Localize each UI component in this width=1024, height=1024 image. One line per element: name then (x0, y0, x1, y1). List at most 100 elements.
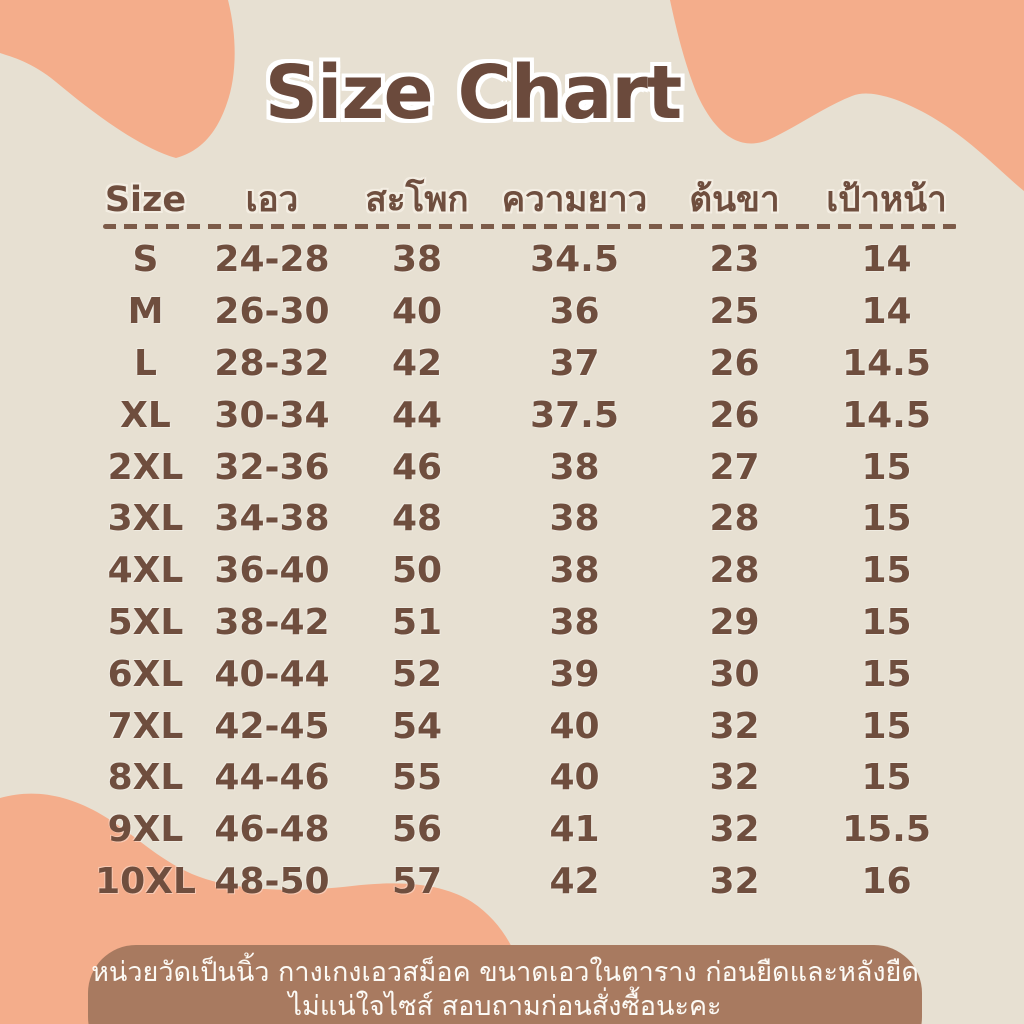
table-cell: M (127, 291, 164, 333)
table-cell: 15 (861, 757, 912, 799)
table-cell: 3XL (107, 498, 184, 540)
table-cell: 28 (709, 498, 760, 540)
table-cell: 42-45 (214, 705, 330, 747)
table-cell: 48 (391, 498, 443, 540)
table-cell: 38-42 (214, 601, 330, 643)
table-row: 6XL 40-44 52 39 30 15 (88, 648, 960, 700)
table-cell: 41 (549, 809, 600, 851)
table-cell: 38 (549, 446, 600, 488)
table-cell: 15 (861, 705, 912, 747)
column-header: ความยาว (501, 180, 648, 220)
table-cell: 40 (549, 705, 600, 747)
table-cell: 15 (861, 446, 912, 488)
table-cell: 51 (391, 601, 443, 643)
table-row: M 26-30 40 36 25 14 (88, 286, 960, 338)
table-cell: 30 (709, 653, 760, 695)
table-cell: 46 (391, 446, 443, 488)
blob-top-right-shape (670, 0, 1024, 191)
column-header: เป้าหน้า (826, 180, 947, 220)
table-cell: 46-48 (214, 809, 330, 851)
table-row: XL 30-34 44 37.5 26 14.5 (88, 389, 960, 441)
column-header: ต้นขา (689, 180, 780, 220)
table-cell: 14.5 (842, 342, 931, 384)
table-cell: 6XL (107, 653, 184, 695)
table-cell: 42 (549, 860, 600, 902)
table-cell: 36-40 (214, 550, 330, 592)
table-cell: 26 (709, 342, 760, 384)
table-cell: 37.5 (530, 394, 619, 436)
table-cell: 25 (709, 291, 760, 333)
table-cell: 32 (709, 757, 760, 799)
table-row: 7XL 42-45 54 40 32 15 (88, 700, 960, 752)
footer-note-line2: ไม่แน่ใจไซส์ สอบถามก่อนสั่งซื้อนะคะ (288, 991, 722, 1022)
column-header: สะโพก (365, 180, 469, 220)
table-cell: 57 (391, 860, 443, 902)
table-cell: 28 (709, 550, 760, 592)
table-cell: 15 (861, 498, 912, 540)
table-cell: 50 (391, 550, 443, 592)
table-cell: 38 (549, 498, 600, 540)
footer-note-line1: หน่วยวัดเป็นนิ้ว กางเกงเอวสม็อค ขนาดเอวใ… (91, 957, 919, 988)
column-header: Size (104, 179, 187, 220)
table-cell: 7XL (107, 705, 184, 747)
table-cell: 40 (549, 757, 600, 799)
table-cell: 15 (861, 601, 912, 643)
page-title: Size Chart (264, 50, 682, 136)
table-row: S 24-28 38 34.5 23 14 (88, 234, 960, 286)
table-row: 2XL 32-36 46 38 27 15 (88, 441, 960, 493)
footer-note: หน่วยวัดเป็นนิ้ว กางเกงเอวสม็อค ขนาดเอวใ… (88, 945, 922, 1024)
table-cell: 10XL (95, 860, 196, 902)
table-cell: 8XL (107, 757, 184, 799)
table-cell: 26 (709, 394, 760, 436)
table-row: L 28-32 42 37 26 14.5 (88, 338, 960, 390)
table-cell: 15.5 (842, 809, 931, 851)
table-cell: 52 (391, 653, 443, 695)
table-cell: 34-38 (214, 498, 330, 540)
table-row: 3XL 34-38 48 38 28 15 (88, 493, 960, 545)
table-cell: 54 (391, 705, 443, 747)
table-cell: 14.5 (842, 394, 931, 436)
table-cell: 39 (549, 653, 600, 695)
table-cell: 14 (861, 291, 912, 333)
table-cell: 29 (709, 601, 760, 643)
table-cell: 32-36 (214, 446, 330, 488)
table-cell: XL (120, 394, 171, 436)
table-cell: 42 (391, 342, 443, 384)
table-cell: L (134, 342, 157, 384)
table-row: 10XL 48-50 57 42 32 16 (88, 856, 960, 908)
table-cell: 55 (391, 757, 443, 799)
table-cell: 40-44 (214, 653, 330, 695)
table-cell: 16 (861, 860, 912, 902)
table-cell: 56 (391, 809, 443, 851)
table-cell: 4XL (107, 550, 184, 592)
table-cell: 2XL (107, 446, 184, 488)
table-cell: 38 (549, 550, 600, 592)
table-cell: 32 (709, 705, 760, 747)
table-header-row: Size เอว สะโพก ความยาว ต้นขา เป้าหน้า (88, 172, 960, 224)
table-cell: 5XL (107, 601, 184, 643)
table-cell: 23 (709, 239, 760, 281)
table-cell: 44-46 (214, 757, 330, 799)
table-row: 9XL 46-48 56 41 32 15.5 (88, 804, 960, 856)
table-cell: 30-34 (214, 394, 330, 436)
table-cell: 14 (861, 239, 912, 281)
table-cell: 15 (861, 653, 912, 695)
table-cell: 32 (709, 860, 760, 902)
table-cell: 36 (549, 291, 600, 333)
table-row: 8XL 44-46 55 40 32 15 (88, 752, 960, 804)
table-cell: 26-30 (214, 291, 330, 333)
table-cell: 34.5 (530, 239, 619, 281)
table-cell: 15 (861, 550, 912, 592)
column-header: เอว (245, 180, 299, 220)
table-cell: 38 (391, 239, 443, 281)
table-cell: 48-50 (214, 860, 330, 902)
table-cell: 37 (549, 342, 600, 384)
blob-top-left-shape (0, 0, 235, 158)
table-cell: 28-32 (214, 342, 330, 384)
table-cell: 32 (709, 809, 760, 851)
table-row: 5XL 38-42 51 38 29 15 (88, 597, 960, 649)
table-cell: 27 (709, 446, 760, 488)
table-cell: S (132, 239, 159, 281)
table-cell: 40 (391, 291, 443, 333)
table-cell: 9XL (107, 809, 184, 851)
